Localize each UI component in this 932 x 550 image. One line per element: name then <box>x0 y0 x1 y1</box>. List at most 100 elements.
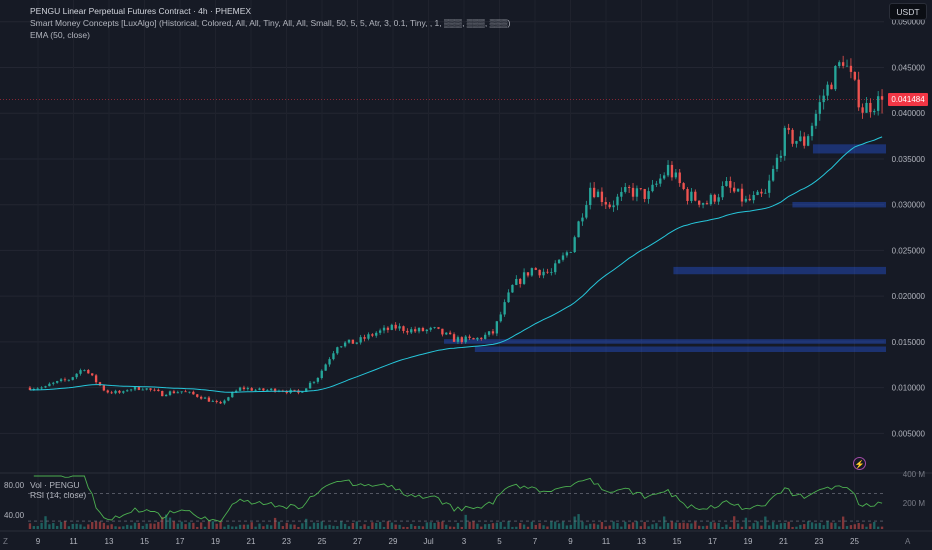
candle-body <box>771 168 775 181</box>
time-tick-label: 13 <box>105 537 114 546</box>
candle-body <box>849 65 853 72</box>
volume-bar <box>799 524 802 529</box>
candle-body <box>577 221 580 238</box>
volume-bar <box>223 526 226 529</box>
candle-body <box>87 369 90 374</box>
rsi-tick-label: 40.00 <box>4 511 25 520</box>
volume-bar <box>631 522 635 529</box>
candle-body <box>456 337 460 342</box>
volume-bar <box>464 514 467 529</box>
volume-bar <box>791 526 794 529</box>
candle-body <box>838 62 841 67</box>
volume-bar <box>188 522 191 529</box>
indicator-smc-legend[interactable]: Smart Money Concepts [LuxAlgo] (Historic… <box>30 18 511 28</box>
volume-bar <box>44 516 47 529</box>
candle-body <box>748 198 751 201</box>
lightning-icon[interactable]: ⚡ <box>853 457 866 470</box>
volume-bar <box>546 526 549 529</box>
candle-body <box>546 271 549 273</box>
candle-body <box>367 334 370 339</box>
candle-body <box>67 379 71 381</box>
candle-body <box>736 188 740 192</box>
candle-body <box>145 388 148 390</box>
candle-body <box>592 187 596 198</box>
candle-body <box>164 394 168 397</box>
candle-body <box>36 388 39 390</box>
volume-bar <box>75 523 78 529</box>
volume-bar <box>624 521 627 529</box>
time-axis: 9 11 13 15 17 19 21 23 25 27 29 Jul 3 5 7 9 11 13 15 17 19 21… <box>36 537 860 546</box>
candle-body <box>347 339 351 343</box>
candle-body <box>627 187 631 188</box>
candle-body <box>799 136 802 142</box>
volume-bar <box>476 523 479 529</box>
volume-bar <box>589 523 592 529</box>
candle-body <box>775 157 779 169</box>
candle-body <box>324 364 327 371</box>
candle-body <box>355 342 358 344</box>
volume-bar <box>289 524 292 529</box>
candle-body <box>75 373 78 378</box>
time-tick-label: 15 <box>673 537 682 546</box>
timezone-button[interactable]: Z <box>3 537 8 546</box>
candle-body <box>79 370 82 374</box>
candle-body <box>52 382 55 384</box>
candle-body <box>651 184 654 192</box>
currency-button[interactable]: USDT <box>889 3 927 20</box>
volume-bar <box>569 524 572 529</box>
time-tick-label: 21 <box>247 537 256 546</box>
candle-body <box>63 379 67 381</box>
candle-body <box>554 263 557 273</box>
time-tick-label: 9 <box>36 537 41 546</box>
volume-bar <box>203 526 207 529</box>
candle-body <box>869 102 872 113</box>
time-tick-label: 5 <box>497 537 502 546</box>
candle-body <box>616 196 619 206</box>
volume-bar <box>456 522 460 529</box>
volume-bar <box>612 521 615 529</box>
price-tick-label: 0.025000 <box>892 246 926 255</box>
candle-body <box>402 326 405 331</box>
volume-bar <box>787 521 790 529</box>
volume-bar <box>876 526 880 529</box>
auto-scale-button[interactable]: A <box>905 537 911 546</box>
candle-body <box>363 337 366 339</box>
volume-bar <box>678 522 681 529</box>
candle-body <box>410 329 413 333</box>
order-block <box>792 201 886 208</box>
volume-bar <box>122 526 125 529</box>
volume-legend[interactable]: Vol · PENGU <box>30 480 80 490</box>
order-block <box>444 339 886 344</box>
candle-body <box>153 389 156 391</box>
volume-bar <box>705 525 709 529</box>
rsi-legend[interactable]: RSI (14, close) <box>30 490 87 500</box>
candle-body <box>713 194 716 202</box>
indicator-ema-legend[interactable]: EMA (50, close) <box>30 30 90 40</box>
volume-bar <box>655 523 658 529</box>
candle-body <box>231 392 234 398</box>
candle-body <box>795 141 798 144</box>
volume-bar <box>437 521 440 529</box>
volume-bar <box>192 522 195 529</box>
volume-bar <box>445 524 448 529</box>
candle-body <box>480 337 483 339</box>
candle-body <box>499 314 502 322</box>
volume-bar <box>402 526 405 529</box>
price-tick-label: 0.050000 <box>892 18 926 27</box>
chart-title[interactable]: PENGU Linear Perpetual Futures Contract … <box>30 6 252 16</box>
volume-bar <box>620 526 623 529</box>
candle-body <box>635 188 639 197</box>
volume-bar <box>242 524 246 529</box>
rsi-line <box>33 475 883 523</box>
candle-body <box>211 401 214 402</box>
candle-body <box>612 205 615 208</box>
volume-bar <box>106 525 109 529</box>
volume-bar <box>760 525 763 529</box>
candle-body <box>764 192 767 194</box>
time-tick-label: 17 <box>708 537 717 546</box>
volume-bar <box>468 521 471 529</box>
volume-bar <box>826 521 829 529</box>
volume-bar <box>491 523 495 529</box>
candle-body <box>445 332 448 335</box>
